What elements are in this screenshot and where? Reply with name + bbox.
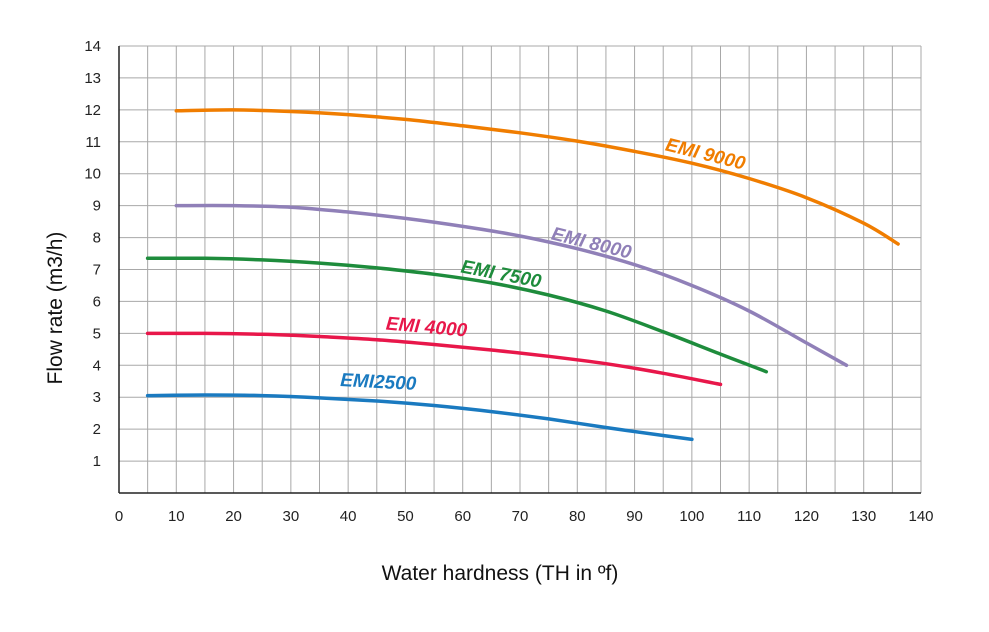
series-lines bbox=[145, 108, 900, 442]
series-line-emi2500 bbox=[145, 393, 694, 442]
y-tick-label: 10 bbox=[84, 166, 101, 183]
x-tick-label: 130 bbox=[851, 508, 876, 525]
y-tick-label: 12 bbox=[84, 102, 101, 119]
y-tick-label: 8 bbox=[93, 230, 101, 247]
x-axis-title: Water hardness (TH in ºf) bbox=[382, 562, 619, 585]
x-tick-label: 140 bbox=[908, 508, 933, 525]
series-line-emi-9000 bbox=[174, 108, 900, 246]
x-tick-label: 80 bbox=[569, 508, 586, 525]
y-tick-label: 3 bbox=[93, 389, 101, 406]
y-tick-label: 5 bbox=[93, 325, 101, 342]
x-tick-label: 10 bbox=[168, 508, 185, 525]
x-tick-label: 30 bbox=[283, 508, 300, 525]
y-tick-label: 6 bbox=[93, 293, 101, 310]
x-tick-label: 50 bbox=[397, 508, 414, 525]
y-tick-label: 13 bbox=[84, 70, 101, 87]
series-line-emi-8000 bbox=[174, 203, 849, 368]
x-tick-label: 110 bbox=[737, 508, 761, 525]
x-tick-label: 60 bbox=[454, 508, 471, 525]
y-tick-label: 2 bbox=[93, 421, 101, 438]
x-tick-label: 40 bbox=[340, 508, 357, 525]
y-tick-label: 14 bbox=[84, 38, 101, 55]
series-label-emi-9000: EMI 9000 bbox=[663, 135, 747, 175]
x-tick-labels: 0 10 20 30 40 50 60 70 80 90 100 110 120 130 140 bbox=[115, 508, 934, 525]
y-tick-label: 7 bbox=[93, 262, 101, 279]
x-tick-label: 90 bbox=[626, 508, 643, 525]
series-label-emi2500: EMI2500 bbox=[340, 370, 417, 395]
x-tick-label: 70 bbox=[512, 508, 529, 525]
x-tick-label: 120 bbox=[794, 508, 819, 525]
series-label-emi-8000: EMI 8000 bbox=[549, 224, 633, 264]
y-tick-label: 11 bbox=[85, 134, 101, 151]
x-tick-label: 0 bbox=[115, 508, 123, 525]
y-tick-label: 4 bbox=[93, 357, 101, 374]
series-label-emi-4000: EMI 4000 bbox=[385, 314, 468, 342]
series-label-emi-7500: EMI 7500 bbox=[459, 257, 543, 293]
series-line-emi-4000 bbox=[145, 331, 723, 387]
x-tick-label: 20 bbox=[225, 508, 242, 525]
grid bbox=[119, 45, 922, 493]
axes bbox=[118, 46, 921, 494]
y-tick-label: 1 bbox=[93, 453, 101, 470]
series-line-emi-7500 bbox=[145, 256, 769, 374]
y-tick-label: 9 bbox=[93, 198, 101, 215]
y-axis-title: Flow rate (m3/h) bbox=[44, 232, 67, 385]
x-tick-label: 100 bbox=[679, 508, 704, 525]
